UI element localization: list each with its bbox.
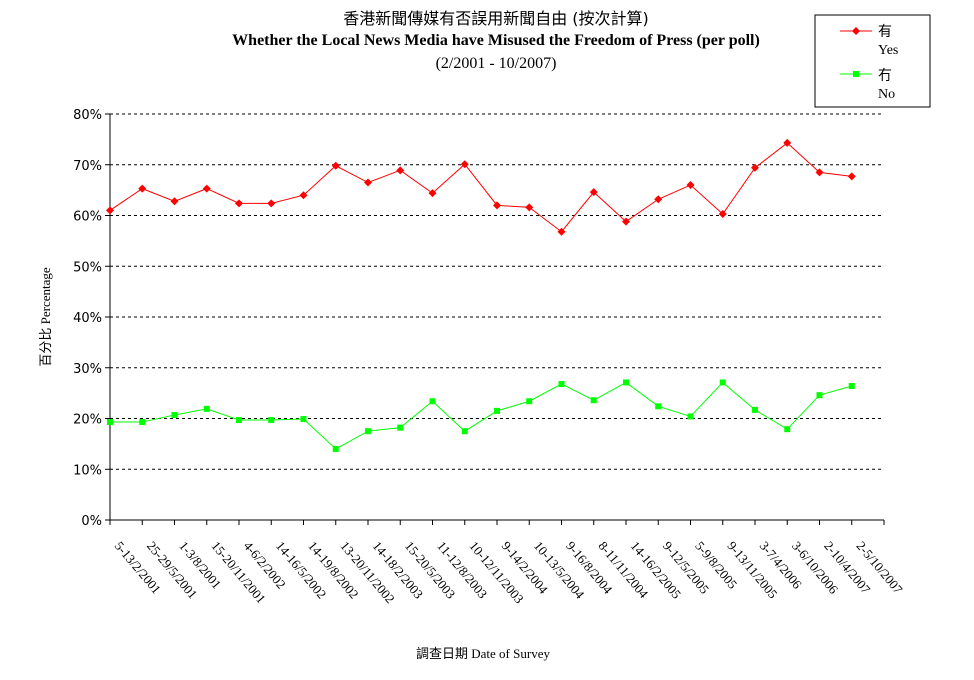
data-point-yes xyxy=(460,160,469,169)
y-tick-label: 40% xyxy=(73,311,102,326)
data-point-yes xyxy=(267,199,276,208)
data-point-yes xyxy=(106,206,114,215)
legend: 有 Yes 冇 No xyxy=(814,14,931,108)
data-point-yes xyxy=(783,138,792,147)
data-point-no xyxy=(236,417,242,424)
data-point-no xyxy=(526,398,533,405)
series-line-no xyxy=(110,381,852,450)
series xyxy=(106,138,856,452)
data-point-no xyxy=(139,419,146,426)
data-point-yes xyxy=(525,203,534,212)
chart-subtitle: Whether the Local News Media have Misuse… xyxy=(232,32,760,49)
data-point-no xyxy=(623,379,629,386)
data-point-yes xyxy=(847,172,856,181)
chart-date-range: (2/2001 - 10/2007) xyxy=(435,55,557,72)
data-point-no xyxy=(268,417,275,424)
y-tick-label: 20% xyxy=(73,413,102,428)
x-tick-labels: 5-13/2/200125-29/5/20011-3/8/200115-20/1… xyxy=(112,538,906,606)
data-point-yes xyxy=(299,191,308,200)
data-point-no xyxy=(397,424,404,431)
y-tick-labels: 0% 10% 20% 30% 40% 50% 60% 70% 80% xyxy=(73,108,102,529)
data-point-no xyxy=(590,397,597,404)
legend-no-label-en: No xyxy=(878,87,895,102)
chart-title: 香港新聞傳媒有否誤用新聞自由 (按次計算) xyxy=(343,9,649,28)
y-tick-label: 30% xyxy=(73,362,102,377)
legend-yes-label: 有 xyxy=(878,24,892,40)
data-point-no xyxy=(784,426,791,433)
y-tick-label: 70% xyxy=(73,159,102,174)
data-point-no xyxy=(655,403,662,410)
data-point-no xyxy=(332,445,339,452)
data-point-yes xyxy=(331,161,340,170)
data-point-yes xyxy=(202,184,211,193)
y-tick-label: 80% xyxy=(73,108,102,123)
y-tick-label: 60% xyxy=(73,210,102,225)
data-point-yes xyxy=(138,184,147,193)
data-point-yes xyxy=(493,201,501,210)
data-point-yes xyxy=(718,209,727,218)
series-line-yes xyxy=(109,142,852,233)
data-point-no xyxy=(687,413,694,420)
data-point-no xyxy=(719,379,726,386)
data-point-yes xyxy=(170,197,179,206)
legend-no-label: 冇 xyxy=(878,68,892,84)
data-point-yes xyxy=(751,163,759,172)
data-point-no xyxy=(429,398,436,405)
data-point-yes xyxy=(428,189,437,198)
data-point-yes xyxy=(557,227,566,236)
legend-yes-marker xyxy=(852,27,860,35)
y-tick-label: 10% xyxy=(73,463,102,478)
y-axis-title: 百分比 Percentage xyxy=(38,267,53,367)
data-point-yes xyxy=(815,168,824,177)
data-point-yes xyxy=(364,178,372,187)
data-point-no xyxy=(461,428,468,435)
axes xyxy=(105,113,885,525)
data-point-yes xyxy=(654,195,663,204)
data-point-no xyxy=(848,383,855,390)
data-point-no xyxy=(365,428,371,435)
chart-title-block: 香港新聞傳媒有否誤用新聞自由 (按次計算) Whether the Local … xyxy=(108,8,884,76)
y-tick-label: 0% xyxy=(81,514,102,529)
legend-no-marker xyxy=(853,71,859,77)
x-axis-title: 調查日期 Date of Survey xyxy=(416,646,550,661)
data-point-yes xyxy=(622,217,630,226)
data-point-no xyxy=(300,416,307,423)
data-point-yes xyxy=(396,166,405,175)
legend-yes-label-en: Yes xyxy=(878,43,898,58)
data-point-yes xyxy=(589,188,598,197)
data-point-no xyxy=(107,419,113,426)
data-point-no xyxy=(558,380,565,387)
data-point-no xyxy=(494,407,500,414)
data-point-no xyxy=(203,405,210,412)
y-tick-label: 50% xyxy=(73,260,102,275)
data-point-yes xyxy=(686,181,695,190)
data-point-no xyxy=(752,406,758,413)
data-point-yes xyxy=(235,199,243,208)
data-point-no xyxy=(171,411,178,418)
legend-box xyxy=(814,14,931,108)
data-point-no xyxy=(816,392,823,399)
